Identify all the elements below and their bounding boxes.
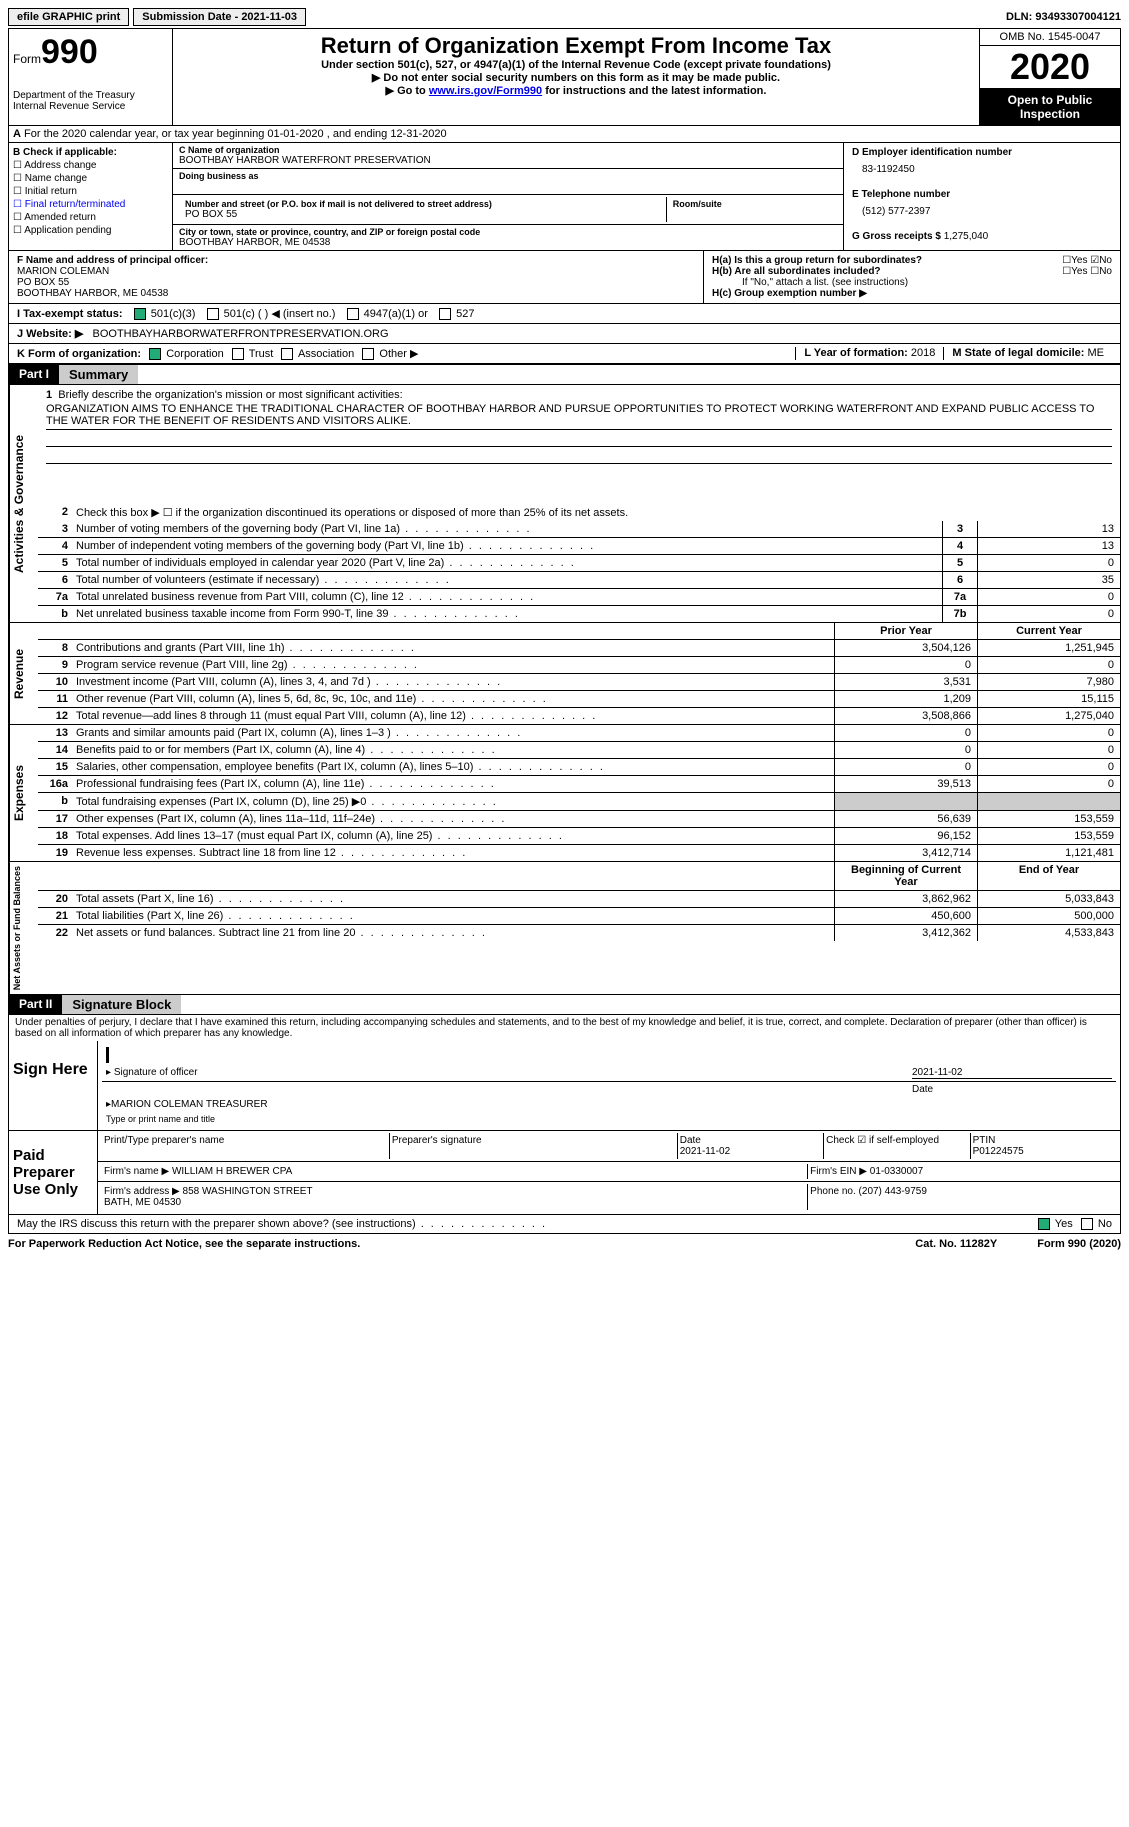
paid-preparer: Paid Preparer Use Only Print/Type prepar… [8,1131,1121,1215]
box-b: B Check if applicable: ☐ Address change … [9,143,173,250]
fgh-row: F Name and address of principal officer:… [8,251,1121,304]
title: Return of Organization Exempt From Incom… [181,33,971,59]
subtitle3: ▶ Go to www.irs.gov/Form990 for instruct… [181,84,971,97]
subtitle2: ▶ Do not enter social security numbers o… [181,71,971,84]
header: Form990 Department of the Treasury Inter… [8,28,1121,126]
line-k: K Form of organization: Corporation Trus… [8,344,1121,364]
form990-link[interactable]: www.irs.gov/Form990 [429,85,542,97]
subtitle1: Under section 501(c), 527, or 4947(a)(1)… [181,59,971,71]
part1-header: Part I [9,365,59,384]
sign-here: Sign Here ▸ Signature of officer 2021-11… [8,1041,1121,1131]
main-block: B Check if applicable: ☐ Address change … [8,143,1121,251]
open-inspection: Open to Public Inspection [980,89,1120,125]
box-c: C Name of organization BOOTHBAY HARBOR W… [173,143,844,250]
part1-revenue: Revenue Prior Year Current Year 8Contrib… [8,623,1121,725]
part1-title: Summary [59,365,138,384]
part2-header: Part II [9,995,62,1014]
part1-governance: Activities & Governance 1 Briefly descri… [8,385,1121,623]
efile-btn[interactable]: efile GRAPHIC print [8,8,129,26]
penalty-text: Under penalties of perjury, I declare th… [8,1015,1121,1041]
part2-title: Signature Block [62,995,181,1014]
topbar: efile GRAPHIC print Submission Date - 20… [8,8,1121,26]
dept: Department of the Treasury Internal Reve… [13,90,168,112]
section-a: A For the 2020 calendar year, or tax yea… [8,126,1121,143]
tax-status: I Tax-exempt status: 501(c)(3) 501(c) ( … [8,304,1121,324]
discuss: May the IRS discuss this return with the… [8,1215,1121,1234]
footer: For Paperwork Reduction Act Notice, see … [8,1234,1121,1254]
website: J Website: ▶ BOOTHBAYHARBORWATERFRONTPRE… [8,324,1121,344]
form-number: Form990 [13,33,168,72]
501c3-check[interactable] [134,308,146,320]
dln: DLN: 93493307004121 [1006,11,1121,23]
box-d: D Employer identification number 83-1192… [844,143,1120,250]
omb: OMB No. 1545-0047 [980,29,1120,46]
part1-expenses: Expenses 13Grants and similar amounts pa… [8,725,1121,862]
tax-year: 2020 [980,46,1120,89]
submission-date: Submission Date - 2021-11-03 [133,8,306,26]
part1-netassets: Net Assets or Fund Balances Beginning of… [8,862,1121,995]
